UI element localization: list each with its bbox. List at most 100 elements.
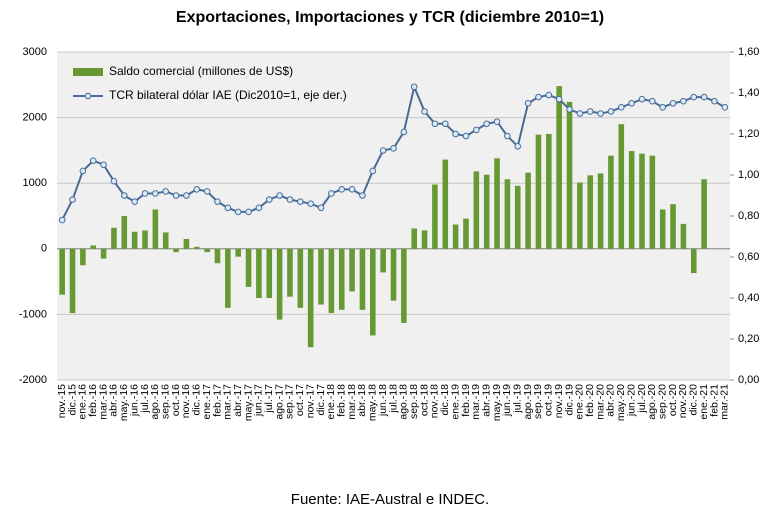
bar (670, 204, 676, 249)
x-tick-label: feb.-21 (708, 384, 720, 417)
marker (700, 93, 708, 101)
x-tick-label: ene.-16 (77, 384, 89, 420)
bar (587, 175, 594, 249)
bar (162, 232, 169, 249)
marker (410, 83, 418, 91)
x-tick-label: sep.-17 (284, 384, 296, 419)
marker (369, 167, 377, 175)
bar (287, 248, 293, 297)
x-tick-label: jun.-17 (253, 384, 265, 417)
x-tick-label: ago.-18 (398, 384, 410, 420)
x-tick-label: ene.-20 (574, 384, 586, 420)
y2-tick-label: 0,60 (738, 251, 759, 263)
marker (431, 120, 439, 128)
marker (576, 110, 584, 117)
marker (317, 204, 325, 212)
x-tick-label: jul.-16 (139, 384, 151, 414)
bar (390, 248, 397, 301)
bar (556, 86, 562, 249)
x-tick-label: sep.-16 (159, 384, 171, 419)
bar (349, 248, 355, 292)
x-tick-label: jun.-20 (625, 384, 637, 417)
bar (649, 155, 656, 249)
bar (80, 248, 86, 266)
bar (307, 248, 314, 348)
bar (421, 230, 428, 249)
marker (152, 190, 159, 197)
x-tick-label: ene.-21 (698, 384, 710, 420)
x-tick-label: may.-16 (118, 384, 130, 421)
marker (452, 130, 459, 138)
bar (111, 227, 117, 249)
source: Fuente: IAE-Austral e INDEC. (291, 491, 489, 508)
bar (690, 248, 697, 274)
marker (58, 216, 66, 224)
x-tick-label: ene.-19 (449, 384, 461, 420)
y-tick-label: 2000 (23, 112, 47, 124)
bar (90, 245, 97, 249)
marker (638, 95, 646, 103)
marker (286, 196, 294, 203)
bar (173, 248, 179, 253)
marker (89, 157, 97, 164)
x-tick-label: may.-18 (367, 384, 379, 421)
x-tick-label: ene.-18 (325, 384, 337, 420)
bar (618, 124, 625, 249)
legend-label: Saldo comercial (millones de US$) (109, 64, 293, 78)
x-tick-label: mar.-17 (222, 384, 234, 420)
marker (566, 106, 573, 113)
marker (379, 147, 387, 154)
bar (152, 209, 159, 249)
marker (359, 192, 366, 199)
y-tick-label: -2000 (19, 374, 47, 386)
marker (203, 188, 211, 195)
legend-label: TCR bilateral dólar IAE (Dic2010=1, eje … (109, 88, 347, 102)
bar (245, 248, 252, 287)
y2-tick-label: 1,00 (738, 169, 759, 181)
x-tick-label: dic.-15 (66, 384, 78, 416)
marker (690, 93, 698, 101)
bar (276, 248, 283, 320)
x-tick-label: nov.-19 (553, 384, 565, 418)
x-tick-label: oct.-17 (294, 384, 306, 416)
bar (369, 248, 376, 336)
marker (276, 192, 283, 199)
x-tick-label: mar.-20 (594, 384, 606, 420)
x-tick-label: ago.-19 (522, 384, 534, 420)
x-tick-label: oct.-16 (170, 384, 182, 416)
y-tick-label: 1000 (23, 177, 47, 189)
bar (659, 209, 666, 249)
marker (493, 118, 501, 125)
x-tick-label: ago.-16 (149, 384, 161, 420)
x-tick-label: may.-20 (615, 384, 627, 421)
x-tick-label: dic.-20 (688, 384, 700, 416)
chart-title: Exportaciones, Importaciones y TCR (dici… (176, 9, 604, 26)
marker (234, 208, 242, 216)
y2-tick-label: 0,40 (738, 292, 759, 304)
x-tick-label: jun.-16 (128, 384, 140, 417)
x-tick-label: mar.-21 (719, 384, 731, 420)
bar (483, 174, 490, 249)
marker (545, 91, 553, 99)
bar (69, 248, 76, 314)
marker (172, 192, 180, 199)
plot-area (57, 52, 730, 380)
marker (504, 132, 511, 140)
x-tick-label: feb.-20 (584, 384, 596, 417)
marker (245, 208, 252, 216)
marker (121, 192, 128, 199)
y2-tick-label: 1,60 (738, 46, 759, 58)
x-tick-label: abr.-17 (232, 384, 244, 417)
marker (390, 145, 397, 152)
marker (535, 93, 542, 101)
bar (225, 248, 231, 308)
x-tick-label: feb.-19 (460, 384, 472, 417)
bar (266, 248, 273, 298)
bar (142, 230, 148, 249)
marker (462, 132, 470, 140)
bar (359, 248, 366, 310)
bar (597, 173, 604, 249)
marker (131, 198, 138, 205)
marker (338, 186, 346, 193)
bar (59, 248, 65, 295)
